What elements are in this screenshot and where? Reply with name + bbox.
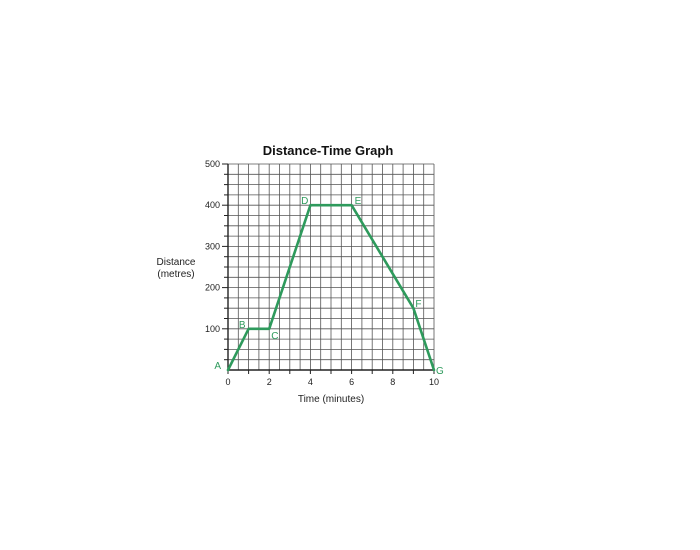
y-tick-label: 200: [205, 283, 220, 293]
x-tick-label: 4: [308, 377, 313, 387]
y-tick-label: 500: [205, 159, 220, 169]
axes: [222, 163, 435, 374]
point-label-g: G: [436, 366, 444, 377]
y-tick-label: 100: [205, 324, 220, 334]
point-label-d: D: [301, 196, 308, 207]
distance-series: [226, 203, 436, 372]
tick-labels: 100 200 300 400 500 0 2 4 6 8 10: [205, 159, 439, 387]
x-tick-label: 6: [349, 377, 354, 387]
point-label-f: F: [415, 299, 421, 310]
y-axis-label-line-2: (metres): [157, 269, 194, 280]
point-label-c: C: [271, 331, 278, 342]
point-labels: A B C D E F G: [214, 196, 444, 377]
point-label-e: E: [355, 196, 362, 207]
x-tick-label: 8: [390, 377, 395, 387]
point-label-a: A: [214, 361, 221, 372]
distance-line: [226, 203, 436, 372]
y-tick-label: 400: [205, 200, 220, 210]
x-tick-label: 0: [225, 377, 230, 387]
y-tick-label: 300: [205, 241, 220, 251]
x-axis-label: Time (minutes): [298, 394, 364, 405]
y-axis-label-line-1: Distance: [157, 257, 196, 268]
x-tick-label: 10: [429, 377, 439, 387]
x-tick-label: 2: [267, 377, 272, 387]
grid: [228, 163, 435, 370]
point-label-b: B: [239, 320, 246, 331]
chart-title: Distance-Time Graph: [263, 143, 394, 158]
